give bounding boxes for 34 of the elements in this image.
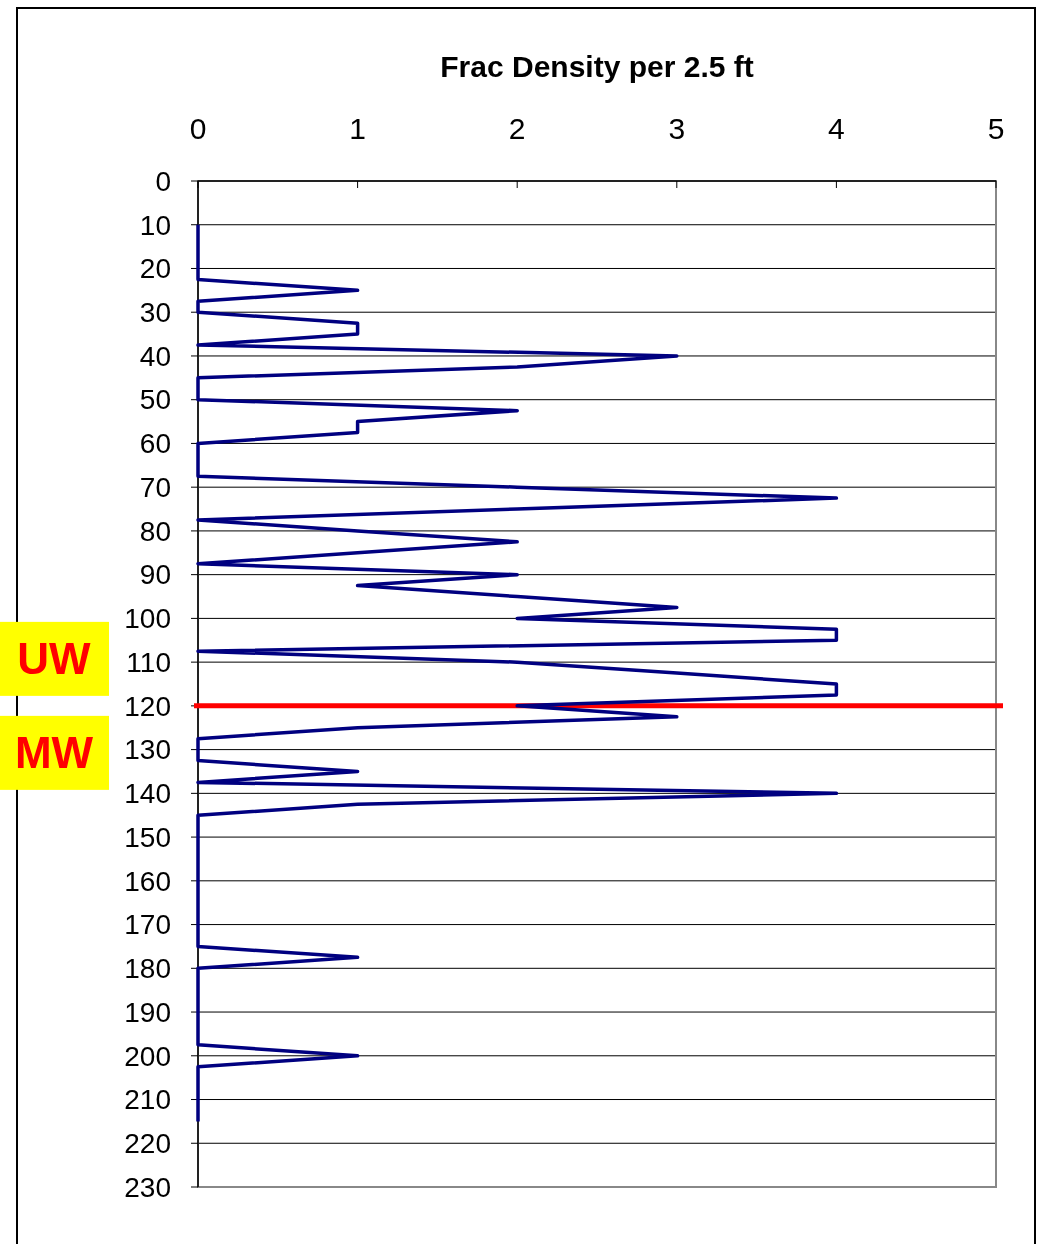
y-tick-label: 220: [124, 1128, 171, 1160]
y-tick-label: 160: [124, 865, 171, 897]
x-tick-label: 3: [668, 112, 686, 145]
y-tick-label: 180: [124, 953, 171, 985]
y-tick-label: 110: [126, 646, 171, 678]
x-tick-label: 2: [508, 112, 526, 145]
y-tick-label: 200: [124, 1040, 171, 1072]
y-tick-label: 10: [139, 209, 171, 241]
y-tick-label: 60: [139, 428, 171, 460]
y-tick-label: 150: [124, 821, 171, 853]
y-tick-label: 140: [124, 778, 171, 810]
y-tick-label: 90: [139, 559, 171, 591]
x-tick-label: 1: [349, 112, 366, 145]
y-tick-label: 100: [124, 603, 171, 635]
y-tick-label: 30: [139, 297, 171, 329]
x-tick-label: 0: [189, 112, 207, 145]
x-tick-label: 4: [828, 112, 845, 145]
y-tick-label: 70: [139, 471, 171, 503]
y-tick-label: 210: [124, 1084, 171, 1116]
x-axis-title: Frac Density per 2.5 ft: [440, 50, 754, 83]
y-tick-label: 20: [139, 253, 171, 285]
y-tick-label: 40: [139, 340, 171, 372]
text: MW: [14, 728, 94, 778]
y-tick-label: 230: [124, 1171, 171, 1203]
y-tick-label: 80: [139, 515, 171, 547]
line-series: [196, 222, 839, 1124]
y-tick-label: 190: [124, 996, 171, 1028]
y-tick-label: 120: [124, 690, 171, 722]
y-tick-label: 0: [155, 165, 171, 197]
y-tick-label: 130: [124, 734, 171, 766]
text: UW: [17, 634, 92, 684]
y-tick-label: 170: [124, 909, 171, 941]
x-tick-label: 5: [987, 112, 1005, 145]
y-tick-label: 50: [139, 384, 171, 416]
